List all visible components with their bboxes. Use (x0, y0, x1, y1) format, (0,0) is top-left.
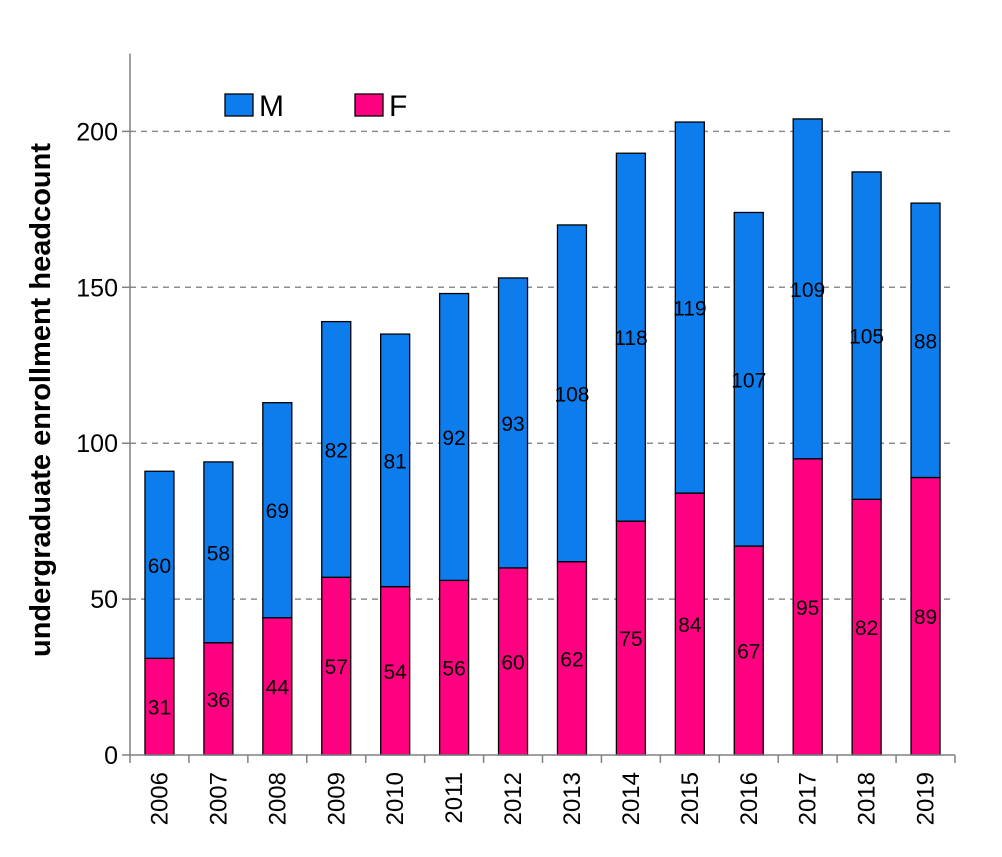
x-tick-label: 2007 (205, 772, 232, 825)
y-tick-label: 50 (90, 586, 118, 614)
legend-swatch-f (354, 93, 384, 117)
bar-m-2017 (792, 118, 823, 460)
data-label-m-2016: 107 (731, 369, 766, 392)
x-tick-label: 2011 (441, 772, 468, 824)
data-label-m-2014: 118 (614, 327, 647, 350)
bar-m-2018 (851, 171, 882, 500)
y-tick-label: 0 (104, 742, 118, 770)
bar-f-2019 (910, 476, 941, 756)
bar-f-2008 (262, 617, 293, 756)
bar-m-2013 (556, 224, 588, 563)
bar-m-2019 (910, 202, 941, 479)
data-label-m-2013: 108 (554, 383, 589, 406)
bar-m-2008 (262, 402, 293, 619)
data-label-f-2015: 84 (678, 614, 702, 637)
data-label-m-2009: 82 (325, 439, 348, 462)
x-tick-label: 2014 (618, 772, 645, 825)
data-label-f-2006: 31 (148, 697, 171, 720)
x-tick-label: 2016 (736, 772, 763, 825)
bar-m-2014 (615, 152, 647, 522)
data-labels: 31 60 36 58 44 69 57 82 54 81 56 92 60 93 62 108 75 118 84… (148, 279, 937, 720)
x-tick-label: 2009 (323, 772, 350, 825)
data-label-m-2010: 81 (383, 450, 406, 473)
bar-m-2015 (674, 121, 705, 494)
data-label-m-2012: 93 (501, 413, 524, 436)
data-label-m-2006: 60 (148, 555, 171, 578)
data-label-f-2012: 60 (501, 651, 524, 674)
x-tick-label: 2018 (854, 772, 881, 825)
bars (144, 118, 941, 756)
bar-f-2014 (615, 520, 647, 756)
y-tick-label: 200 (76, 118, 118, 146)
data-label-m-2017: 109 (790, 279, 825, 302)
data-label-f-2007: 36 (207, 689, 230, 712)
legend-label-m: M (259, 90, 284, 123)
data-label-m-2011: 92 (442, 427, 465, 450)
data-label-f-2010: 54 (383, 661, 407, 684)
legend-label-f: F (389, 90, 407, 123)
y-tick-label: 100 (76, 430, 118, 458)
x-tick-label: 2010 (382, 772, 409, 825)
bar-f-2006 (144, 657, 175, 756)
data-label-f-2011: 56 (442, 658, 465, 681)
data-label-m-2008: 69 (266, 500, 289, 523)
bar-m-2010 (380, 333, 411, 588)
axes: 0 50 100 150 200 2006 2007 2008 2009 2010 2011 2012… (76, 53, 956, 825)
data-label-m-2018: 105 (849, 326, 884, 349)
data-label-m-2007: 58 (207, 542, 230, 565)
data-label-f-2013: 62 (560, 648, 583, 671)
x-tick-label: 2013 (559, 772, 586, 825)
bar-f-2013 (556, 561, 588, 756)
x-tick-label: 2008 (264, 772, 291, 825)
data-label-m-2015: 119 (673, 298, 706, 321)
bar-m-2016 (733, 211, 764, 547)
legend-swatch-m (224, 93, 254, 117)
bar-m-2007 (203, 461, 234, 644)
gridlines (130, 130, 955, 600)
bar-m-2009 (321, 320, 352, 578)
data-label-f-2016: 67 (737, 641, 760, 664)
x-tick-label: 2006 (146, 772, 173, 825)
data-label-f-2009: 57 (325, 656, 348, 679)
x-tick-label: 2012 (500, 772, 527, 825)
data-label-f-2018: 82 (855, 617, 878, 640)
y-axis-title: undergraduate enrollment headcount (25, 143, 57, 657)
x-tick-label: 2015 (677, 772, 704, 825)
bar-m-2011 (438, 292, 470, 582)
data-label-f-2014: 75 (619, 628, 642, 651)
data-label-m-2019: 88 (914, 330, 937, 353)
bar-f-2011 (438, 579, 470, 756)
bar-f-2015 (674, 492, 705, 756)
bar-f-2009 (321, 576, 352, 756)
bar-m-2012 (497, 277, 529, 569)
data-label-f-2019: 89 (914, 606, 937, 629)
bar-f-2010 (380, 585, 411, 756)
bar-m-2006 (144, 470, 175, 659)
data-label-f-2008: 44 (266, 676, 290, 699)
data-label-f-2017: 95 (796, 597, 819, 620)
y-tick-label: 150 (76, 274, 118, 302)
x-tick-label: 2017 (795, 772, 822, 825)
x-tick-label: 2019 (913, 772, 940, 825)
